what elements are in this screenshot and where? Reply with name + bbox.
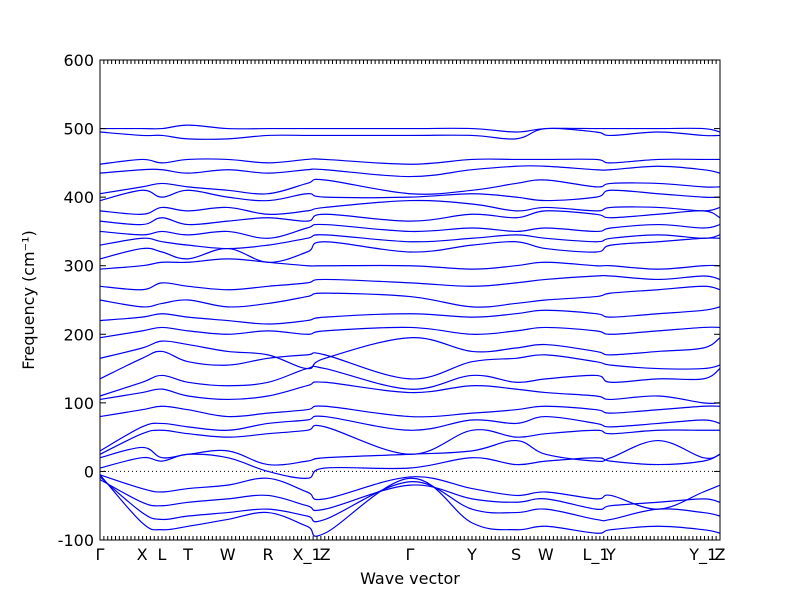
band-20	[99, 234, 721, 250]
band-24	[99, 189, 721, 202]
x-axis-label: Wave vector	[360, 569, 460, 588]
band-10	[99, 381, 721, 404]
x-tick-label: W	[220, 545, 236, 564]
plot-area	[99, 124, 721, 537]
x-tick-label: W	[538, 545, 554, 564]
band-15	[99, 306, 721, 325]
band-2	[99, 476, 721, 523]
x-tick-label: Y	[605, 545, 616, 564]
band-19	[99, 237, 721, 263]
y-tick-label: -100	[58, 531, 94, 550]
band-13	[99, 337, 721, 370]
y-tick-label: 500	[63, 120, 94, 139]
x-tick-label: L	[158, 545, 167, 564]
band-16	[99, 285, 721, 308]
x-tick-label: Z	[320, 545, 331, 564]
x-tick-label: X	[137, 545, 148, 564]
band-23	[99, 199, 721, 215]
y-axis-label: Frequency (cm⁻¹)	[19, 230, 38, 369]
x-axis: Γ X L T W R X_1Z Γ Y S W L_1Y Y_1Z	[96, 60, 726, 565]
band-28	[99, 127, 721, 140]
x-tick-label: Y_1	[688, 545, 717, 565]
x-tick-label: Γ	[96, 545, 105, 564]
y-tick-label: 400	[63, 188, 94, 207]
y-tick-label: 100	[63, 394, 94, 413]
band-25	[99, 178, 721, 195]
y-tick-label: 600	[63, 51, 94, 70]
band-21	[99, 223, 721, 239]
x-tick-label: L_1	[582, 545, 609, 565]
band-22	[99, 210, 721, 226]
y-tick-label: 200	[63, 325, 94, 344]
x-tick-label: Z	[715, 545, 726, 564]
band-11	[99, 365, 721, 397]
band-5	[99, 453, 721, 479]
x-tick-label: X_1	[293, 545, 322, 565]
x-tick-label: S	[511, 545, 521, 564]
band-27	[99, 158, 720, 165]
band-8	[99, 415, 721, 452]
band-7	[99, 424, 720, 455]
x-tick-label: R	[262, 545, 273, 564]
y-axis: -100 0 100 200 300 400 500 600	[58, 51, 720, 550]
band-3	[99, 479, 721, 512]
band-1	[99, 474, 721, 537]
band-29	[100, 124, 721, 133]
band-6	[99, 439, 721, 466]
x-tick-label: Γ	[406, 545, 415, 564]
band-18	[99, 258, 721, 270]
band-4	[99, 474, 721, 510]
y-tick-label: 0	[84, 462, 94, 481]
plot-frame	[99, 59, 721, 541]
band-17	[99, 274, 721, 291]
x-tick-label: T	[182, 545, 193, 564]
band-14	[99, 326, 721, 339]
band-26	[99, 165, 721, 178]
x-tick-label: Y	[466, 545, 477, 564]
band-12	[99, 350, 721, 380]
y-tick-label: 300	[63, 257, 94, 276]
band-9	[99, 405, 721, 418]
